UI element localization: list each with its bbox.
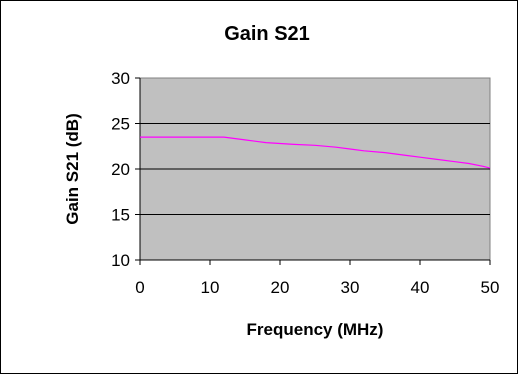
y-tick-label: 20 xyxy=(111,160,130,179)
series-line xyxy=(140,136,491,169)
y-tick-label: 10 xyxy=(111,251,130,270)
gridlines xyxy=(140,123,490,215)
y-tick-labels: 10 15 20 25 30 xyxy=(111,69,130,270)
x-tick-labels: 0 10 20 30 40 50 xyxy=(135,278,499,297)
series-group xyxy=(140,136,491,169)
y-tick-label: 30 xyxy=(111,69,130,88)
x-tick-label: 10 xyxy=(201,278,220,297)
x-tick-label: 0 xyxy=(135,278,144,297)
axes xyxy=(135,77,491,265)
x-tick-label: 50 xyxy=(481,278,500,297)
x-tick-label: 40 xyxy=(411,278,430,297)
y-axis-label: Gain S21 (dB) xyxy=(63,113,82,224)
y-tick-label: 25 xyxy=(111,115,130,134)
x-axis-label: Frequency (MHz) xyxy=(247,320,384,339)
x-tick-label: 20 xyxy=(271,278,290,297)
x-tick-label: 30 xyxy=(341,278,360,297)
chart-title: Gain S21 xyxy=(224,23,310,45)
y-tick-label: 15 xyxy=(111,206,130,225)
